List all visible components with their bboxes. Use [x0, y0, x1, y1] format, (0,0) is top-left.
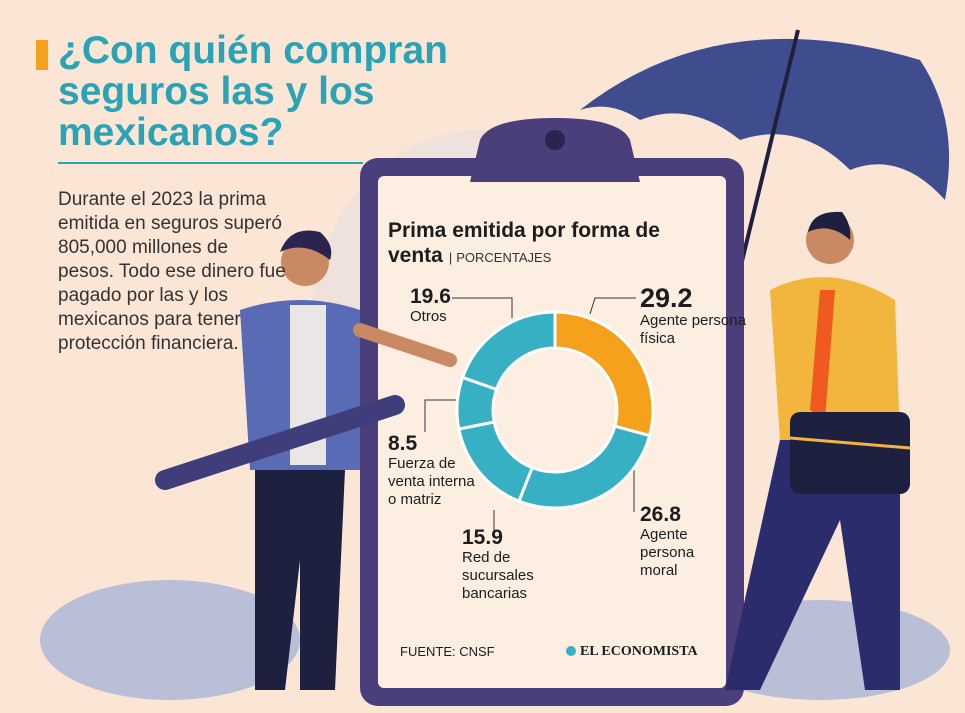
chart-title: Prima emitida por forma de venta [388, 219, 660, 267]
value-label: 8.5 [388, 432, 418, 455]
source: FUENTE: CNSF [400, 644, 495, 659]
category-label: Agente persona moral [640, 526, 695, 579]
category-label: Otros [410, 308, 447, 325]
intro-text: Durante el 2023 la prima emitida en segu… [58, 189, 286, 354]
data-label: 26.8 Agente persona moral [640, 504, 710, 580]
value-label: 29.2 [640, 283, 693, 313]
brand: EL ECONOMISTA [566, 644, 698, 660]
data-label: 15.9 Red de sucursales bancarias [462, 527, 542, 603]
data-label: 8.5 Fuerza de venta interna o matriz [388, 433, 478, 509]
value-label: 26.8 [640, 503, 681, 526]
data-label: 29.2 Agente persona física [640, 284, 750, 348]
value-label: 19.6 [410, 285, 451, 308]
category-label: Red de sucursales bancarias [462, 549, 534, 602]
value-label: 15.9 [462, 526, 503, 549]
data-label: 19.6 Otros [410, 286, 470, 326]
chart-subtitle: PORCENTAJES [449, 250, 552, 265]
title-accent [36, 40, 48, 70]
category-label: Agente persona física [640, 312, 746, 347]
category-label: Fuerza de venta interna o matriz [388, 455, 475, 508]
chart-title-block: Prima emitida por forma de ventaPORCENTA… [388, 218, 688, 270]
title-rule [58, 162, 363, 164]
page-title: ¿Con quién compran seguros las y los mex… [58, 29, 448, 154]
